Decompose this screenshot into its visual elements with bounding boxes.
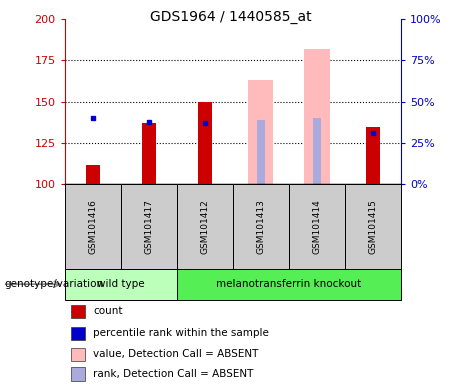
Text: GSM101416: GSM101416 (88, 199, 97, 254)
Bar (289, 184, 345, 269)
Text: value, Detection Call = ABSENT: value, Detection Call = ABSENT (93, 349, 259, 359)
Bar (121, 184, 177, 269)
Bar (345, 184, 401, 269)
Bar (71, 367, 85, 381)
Text: rank, Detection Call = ABSENT: rank, Detection Call = ABSENT (93, 369, 254, 379)
Bar (366, 127, 380, 184)
Text: count: count (93, 306, 123, 316)
Bar (65, 184, 121, 269)
Text: GSM101417: GSM101417 (144, 199, 153, 254)
Bar (257, 120, 265, 184)
Bar (71, 348, 85, 361)
Bar (304, 49, 330, 184)
Bar (71, 305, 85, 318)
Text: melanotransferrin knockout: melanotransferrin knockout (216, 279, 361, 289)
Bar (86, 164, 100, 184)
Text: GSM101413: GSM101413 (256, 199, 266, 254)
Bar (198, 102, 212, 184)
Bar (313, 118, 321, 184)
Text: genotype/variation: genotype/variation (5, 279, 104, 289)
Text: GSM101415: GSM101415 (368, 199, 378, 254)
Bar (177, 269, 401, 300)
Bar (177, 184, 233, 269)
Text: GSM101412: GSM101412 (200, 199, 209, 254)
Text: GDS1964 / 1440585_at: GDS1964 / 1440585_at (150, 10, 311, 23)
Text: GSM101414: GSM101414 (313, 199, 321, 254)
Bar (71, 326, 85, 340)
Bar (65, 269, 177, 300)
Bar (248, 80, 273, 184)
Bar (233, 184, 289, 269)
Text: percentile rank within the sample: percentile rank within the sample (93, 328, 269, 338)
Bar (142, 123, 156, 184)
Text: wild type: wild type (97, 279, 144, 289)
